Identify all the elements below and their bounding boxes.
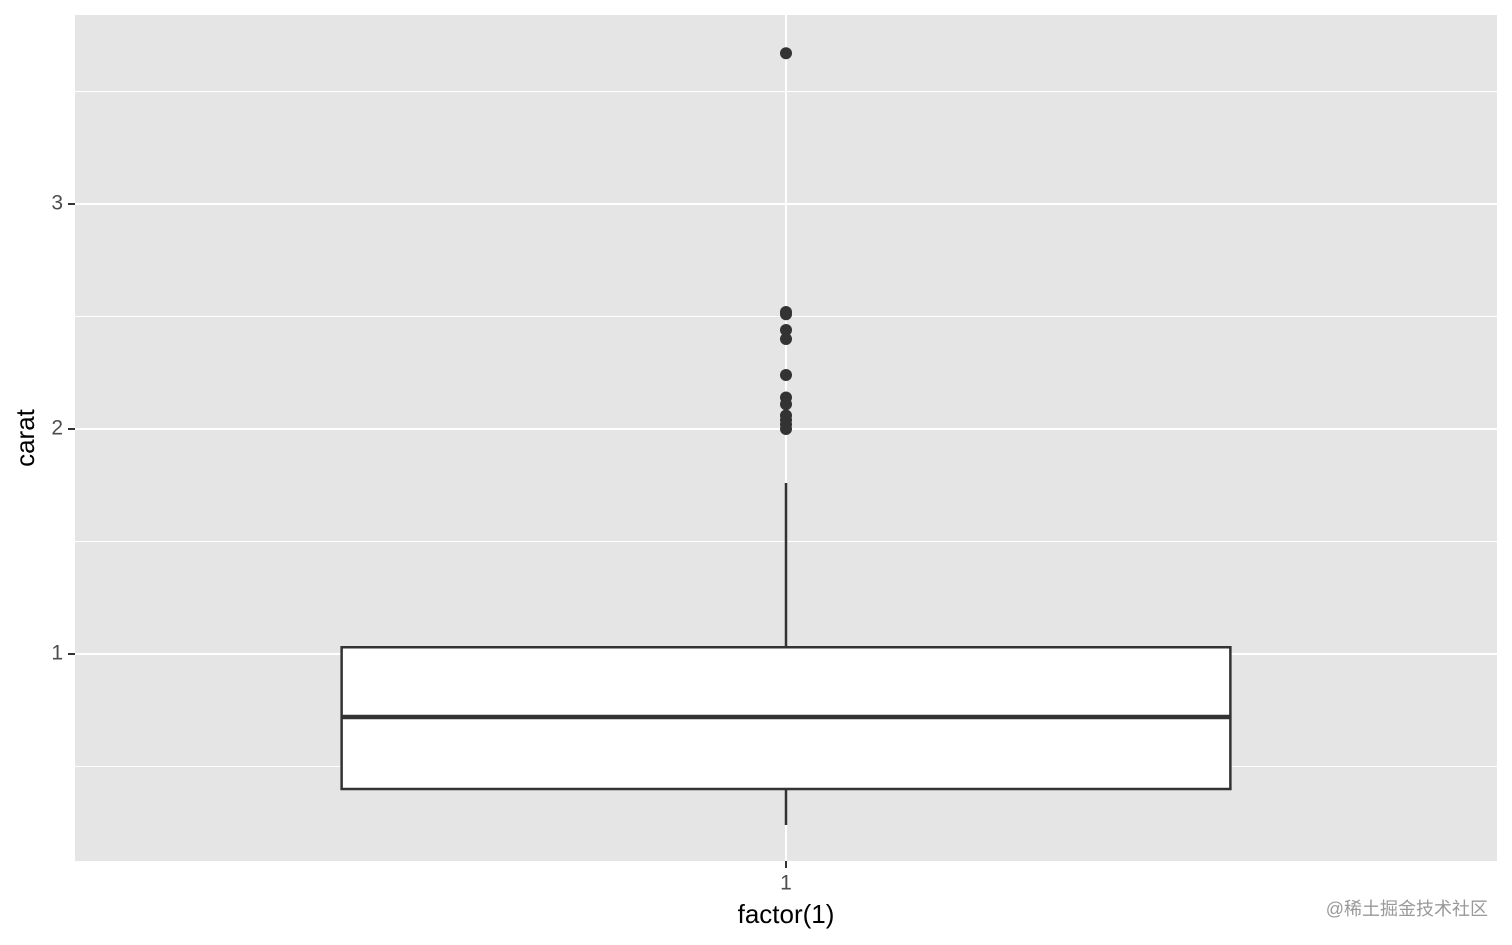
outlier [780, 333, 792, 345]
outlier [780, 369, 792, 381]
x-tick-label: 1 [780, 872, 792, 895]
y-tick-label: 1 [51, 642, 63, 665]
outlier [780, 308, 792, 321]
x-axis-title: factor(1) [738, 899, 835, 929]
outlier [780, 324, 792, 336]
y-axis-title: carat [10, 408, 40, 467]
y-tick-label: 2 [51, 417, 63, 440]
outlier [780, 398, 792, 411]
outlier [780, 423, 792, 435]
watermark: @稀土掘金技术社区 [1326, 899, 1488, 919]
outlier [780, 47, 792, 60]
y-tick-label: 3 [51, 192, 63, 215]
